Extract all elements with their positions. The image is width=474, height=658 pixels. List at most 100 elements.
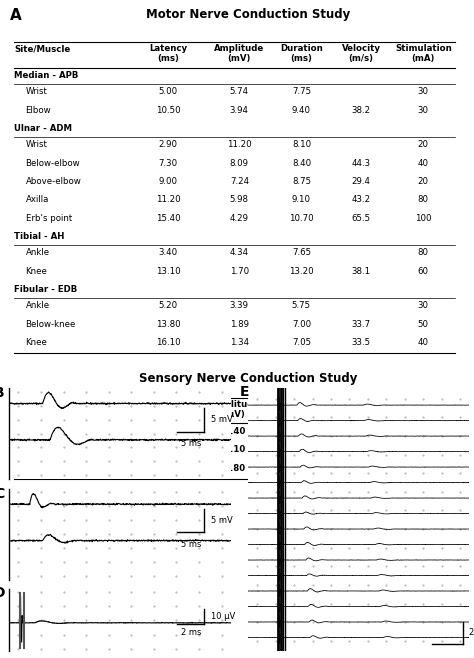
Text: Ankle: Ankle: [26, 301, 50, 310]
Text: Tibial - AH: Tibial - AH: [14, 232, 64, 241]
Text: Nerve: Nerve: [14, 400, 43, 409]
Text: 8.75: 8.75: [292, 177, 311, 186]
Text: Latency
(ms): Latency (ms): [133, 400, 171, 419]
Text: 40.2: 40.2: [302, 427, 324, 436]
Text: 15.40: 15.40: [156, 214, 181, 222]
Text: 5.98: 5.98: [230, 195, 249, 204]
Text: 33.5: 33.5: [352, 338, 371, 347]
Text: 7.24: 7.24: [230, 177, 249, 186]
Text: Below-knee: Below-knee: [26, 320, 76, 328]
Text: 40: 40: [418, 159, 429, 168]
Text: 3.30: 3.30: [141, 463, 163, 472]
Text: 9.40: 9.40: [292, 105, 311, 114]
Text: Axilla: Axilla: [26, 195, 49, 204]
Text: Above-elbow: Above-elbow: [26, 177, 82, 186]
Text: Latency
(ms): Latency (ms): [149, 44, 187, 63]
Text: Stimulation
(mA): Stimulation (mA): [395, 44, 452, 63]
Text: 20: 20: [385, 463, 397, 472]
Text: Wrist: Wrist: [26, 88, 47, 96]
Text: 9.10: 9.10: [292, 195, 311, 204]
Text: Erb's point: Erb's point: [26, 214, 72, 222]
Text: 44.3: 44.3: [352, 159, 371, 168]
Text: 80: 80: [418, 248, 429, 257]
Text: 0.80: 0.80: [224, 463, 246, 472]
Text: 30: 30: [418, 105, 429, 114]
Text: 16.10: 16.10: [156, 338, 181, 347]
Text: Site/Muscle: Site/Muscle: [14, 44, 70, 53]
Text: Knee: Knee: [26, 338, 47, 347]
Text: 5.20: 5.20: [158, 301, 178, 310]
Text: 4.29: 4.29: [230, 214, 249, 222]
Text: 13.10: 13.10: [156, 266, 181, 276]
Text: 5 ms: 5 ms: [181, 439, 201, 448]
Text: 20: 20: [385, 445, 397, 454]
Text: Knee: Knee: [26, 266, 47, 276]
Text: 7.30: 7.30: [158, 159, 178, 168]
Text: 1.34: 1.34: [230, 338, 249, 347]
Text: 100: 100: [415, 214, 431, 222]
Text: 200 μV: 200 μV: [469, 628, 474, 638]
Text: 38.2: 38.2: [352, 105, 371, 114]
Text: Fibular - EDB: Fibular - EDB: [14, 285, 77, 294]
Text: 30: 30: [418, 301, 429, 310]
Text: 3.94: 3.94: [230, 105, 249, 114]
Text: 5 mV: 5 mV: [210, 415, 232, 424]
Text: 5.74: 5.74: [230, 88, 249, 96]
Text: 5.75: 5.75: [292, 301, 311, 310]
Text: Velocity
(m/s): Velocity (m/s): [342, 44, 381, 63]
Text: 13.20: 13.20: [289, 266, 314, 276]
Text: 3.06: 3.06: [141, 427, 163, 436]
Text: Ankle: Ankle: [26, 248, 50, 257]
Text: Ulnar: Ulnar: [14, 445, 40, 454]
Text: 30: 30: [418, 88, 429, 96]
Text: 3.39: 3.39: [230, 301, 249, 310]
Text: Amplitude
(μV): Amplitude (μV): [210, 400, 260, 419]
Text: 65.5: 65.5: [352, 214, 371, 222]
Text: 5 mV: 5 mV: [210, 516, 232, 525]
Text: 13.80: 13.80: [156, 320, 181, 328]
Text: 8.09: 8.09: [230, 159, 249, 168]
Text: A: A: [9, 9, 21, 24]
Text: 8.40: 8.40: [292, 159, 311, 168]
Text: 3.40: 3.40: [224, 427, 246, 436]
Text: 80: 80: [418, 195, 429, 204]
Text: 7.75: 7.75: [292, 88, 311, 96]
Text: 4.34: 4.34: [230, 248, 249, 257]
Text: 2 ms: 2 ms: [181, 628, 201, 638]
Text: 8.10: 8.10: [292, 140, 311, 149]
Text: 10.70: 10.70: [289, 214, 314, 222]
Text: 5.00: 5.00: [158, 88, 178, 96]
Text: 2.90: 2.90: [159, 140, 178, 149]
Text: 3.10: 3.10: [224, 445, 246, 454]
Text: 1.89: 1.89: [230, 320, 249, 328]
Text: 2.38: 2.38: [141, 445, 163, 454]
Text: 10.50: 10.50: [156, 105, 181, 114]
Text: 38.1: 38.1: [352, 266, 371, 276]
Text: 29.4: 29.4: [352, 177, 371, 186]
Text: Elbow: Elbow: [26, 105, 51, 114]
Text: 33.7: 33.7: [352, 320, 371, 328]
Text: C: C: [0, 487, 4, 501]
Text: 11.20: 11.20: [156, 195, 181, 204]
Text: 43.2: 43.2: [352, 195, 371, 204]
Text: 7.00: 7.00: [292, 320, 311, 328]
Text: 3.40: 3.40: [158, 248, 178, 257]
Text: Ulnar - ADM: Ulnar - ADM: [14, 124, 72, 133]
Text: 7.65: 7.65: [292, 248, 311, 257]
Text: Median - APB: Median - APB: [14, 71, 79, 80]
Text: D: D: [0, 586, 6, 600]
Text: Stimulation
(mA): Stimulation (mA): [363, 400, 419, 419]
Text: 11.20: 11.20: [227, 140, 252, 149]
Text: 5 ms: 5 ms: [181, 540, 201, 549]
Text: Wrist: Wrist: [26, 140, 47, 149]
Text: 40: 40: [418, 338, 429, 347]
Text: 45.8: 45.8: [302, 445, 324, 454]
Text: Motor Nerve Conduction Study: Motor Nerve Conduction Study: [146, 9, 351, 22]
Text: 20: 20: [418, 140, 429, 149]
Text: Duration
(ms): Duration (ms): [280, 44, 323, 63]
Text: Velocity
(m/s): Velocity (m/s): [293, 400, 332, 419]
Text: 50: 50: [418, 320, 429, 328]
Text: 45.5: 45.5: [302, 463, 324, 472]
Text: 20: 20: [385, 427, 397, 436]
Text: 10 μV: 10 μV: [210, 612, 235, 621]
